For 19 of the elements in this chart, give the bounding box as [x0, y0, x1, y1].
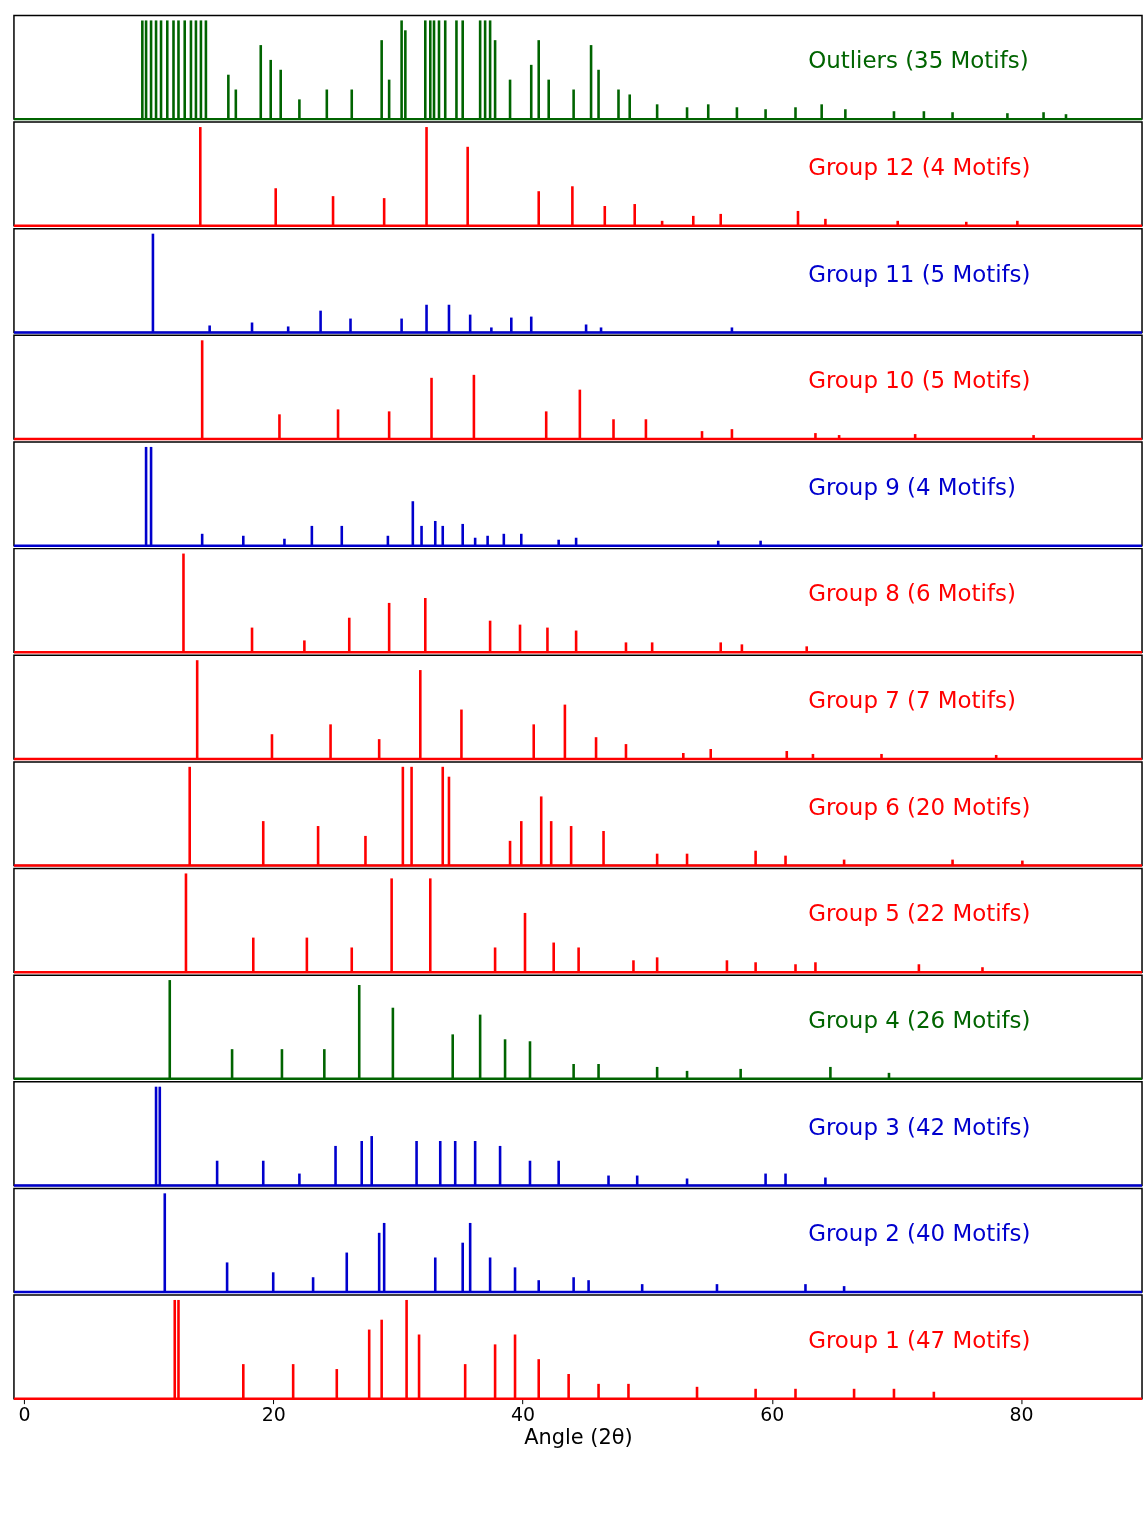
- series-label: Group 3 (42 Motifs): [808, 1113, 1031, 1140]
- series-label: Group 4 (26 Motifs): [808, 1006, 1031, 1033]
- text: Group 11 (5 Motifs): [808, 260, 1031, 287]
- x-tick-label: 40: [510, 1403, 536, 1426]
- x-tick-label: 60: [760, 1403, 785, 1426]
- series-label: Group 10 (5 Motifs): [808, 367, 1031, 394]
- series-label: Group 2 (40 Motifs): [808, 1220, 1031, 1247]
- series-label: Group 7 (7 Motifs): [808, 687, 1016, 714]
- x-tick-label: 0: [18, 1403, 31, 1426]
- x-tick-label: 80: [1009, 1403, 1034, 1426]
- series-label: Group 5 (22 Motifs): [808, 900, 1031, 927]
- series-label: Outliers (35 Motifs): [808, 47, 1029, 74]
- series-label: Group 8 (6 Motifs): [808, 580, 1016, 607]
- x-axis-title: Angle (2θ): [524, 1425, 633, 1449]
- series-label: Group 6 (20 Motifs): [808, 793, 1031, 820]
- text: Group 9 (4 Motifs): [808, 473, 1016, 500]
- x-tick-label: 20: [261, 1403, 286, 1426]
- series-label: Group 1 (47 Motifs): [808, 1326, 1031, 1353]
- series-label: Group 12 (4 Motifs): [808, 153, 1031, 180]
